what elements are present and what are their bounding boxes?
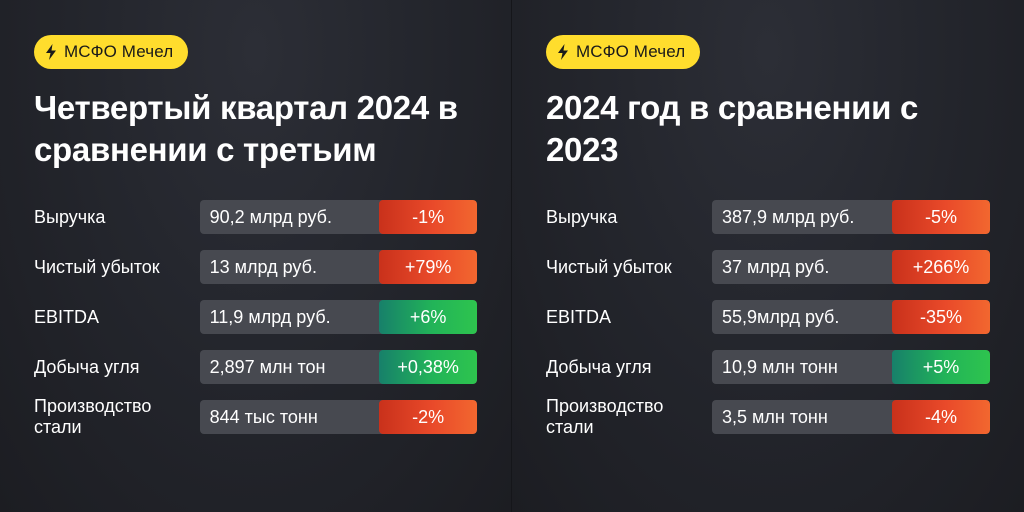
metric-value-box: 3,5 млн тонн -4% bbox=[712, 400, 990, 434]
metric-label-line-1: Производство bbox=[546, 396, 664, 416]
metric-row-revenue: Выручка 387,9 млрд руб. -5% bbox=[546, 200, 990, 234]
metric-label-line-2: стали bbox=[34, 417, 82, 437]
metric-change-badge: +5% bbox=[892, 350, 990, 384]
badge-msfo-mechel: МСФО Мечел bbox=[546, 35, 701, 69]
metric-change-badge: -5% bbox=[892, 200, 990, 234]
metric-row-steel-production: Производство стали 3,5 млн тонн -4% bbox=[546, 396, 990, 438]
metric-label: EBITDA bbox=[546, 306, 612, 327]
metrics-table: Выручка 387,9 млрд руб. -5% Чистый убыто… bbox=[546, 200, 990, 438]
metric-row-ebitda: EBITDA 55,9млрд руб. -35% bbox=[546, 300, 990, 334]
metric-value: 2,897 млн тон bbox=[209, 357, 326, 377]
right-panel-2024-vs-2023: МСФО Мечел 2024 год в сравнении с 2023 В… bbox=[512, 0, 1024, 512]
metric-label: Чистый убыток bbox=[34, 256, 160, 277]
metric-row-coal-output: Добыча угля 2,897 млн тон +0,38% bbox=[34, 350, 477, 384]
title-line-1: 2024 год в сравнении с bbox=[546, 89, 919, 126]
metric-value: 55,9млрд руб. bbox=[722, 307, 840, 327]
lightning-bolt-icon bbox=[558, 44, 568, 60]
metric-label: Чистый убыток bbox=[546, 256, 672, 277]
metric-value: 3,5 млн тонн bbox=[722, 407, 828, 427]
metric-value-box: 55,9млрд руб. -35% bbox=[712, 300, 990, 334]
metric-change-badge: +266% bbox=[892, 250, 990, 284]
metric-value-box: 90,2 млрд руб. -1% bbox=[199, 200, 477, 234]
metric-change-badge: -2% bbox=[379, 400, 477, 434]
metric-value-box: 11,9 млрд руб. +6% bbox=[199, 300, 477, 334]
panel-title: 2024 год в сравнении с 2023 bbox=[546, 87, 996, 171]
metric-value-box: 10,9 млн тонн +5% bbox=[712, 350, 990, 384]
metric-value-box: 13 млрд руб. +79% bbox=[199, 250, 477, 284]
metric-change-badge: -4% bbox=[892, 400, 990, 434]
metric-row-steel-production: Производство стали 844 тыс тонн -2% bbox=[34, 396, 477, 438]
metric-label: Добыча угля bbox=[34, 356, 140, 377]
badge-msfo-mechel: МСФО Мечел bbox=[34, 35, 189, 69]
metric-label: Производство стали bbox=[34, 396, 200, 438]
metric-value: 37 млрд руб. bbox=[722, 257, 830, 277]
metric-value-box: 37 млрд руб. +266% bbox=[712, 250, 990, 284]
metric-label: Добыча угля bbox=[546, 356, 652, 377]
metric-change-badge: +0,38% bbox=[379, 350, 477, 384]
metric-label: Выручка bbox=[546, 206, 618, 227]
metric-label-line-1: Производство bbox=[34, 396, 152, 416]
panel-title: Четвертый квартал 2024 в сравнении с тре… bbox=[34, 87, 484, 171]
metric-row-coal-output: Добыча угля 10,9 млн тонн +5% bbox=[546, 350, 990, 384]
metric-label: EBITDA bbox=[34, 306, 100, 327]
metric-change-badge: +6% bbox=[379, 300, 477, 334]
metric-value: 13 млрд руб. bbox=[209, 257, 317, 277]
metric-change-badge: -1% bbox=[379, 200, 477, 234]
metric-value: 844 тыс тонн bbox=[209, 407, 318, 427]
metric-change-badge: -35% bbox=[892, 300, 990, 334]
panel-divider bbox=[511, 0, 512, 512]
metric-value: 11,9 млрд руб. bbox=[209, 307, 331, 327]
metric-value: 90,2 млрд руб. bbox=[209, 207, 332, 227]
title-line-1: Четвертый квартал 2024 в bbox=[34, 89, 458, 126]
badge-label: МСФО Мечел bbox=[576, 42, 686, 61]
metric-row-ebitda: EBITDA 11,9 млрд руб. +6% bbox=[34, 300, 477, 334]
metric-row-net-loss: Чистый убыток 13 млрд руб. +79% bbox=[34, 250, 477, 284]
metric-row-net-loss: Чистый убыток 37 млрд руб. +266% bbox=[546, 250, 990, 284]
metric-change-badge: +79% bbox=[379, 250, 477, 284]
title-line-2: 2023 bbox=[546, 131, 619, 168]
badge-label: МСФО Мечел bbox=[64, 42, 174, 61]
metric-label: Выручка bbox=[34, 206, 106, 227]
lightning-bolt-icon bbox=[46, 44, 56, 60]
title-line-2: сравнении с третьим bbox=[34, 131, 377, 168]
metric-value-box: 2,897 млн тон +0,38% bbox=[199, 350, 477, 384]
metric-value: 387,9 млрд руб. bbox=[722, 207, 855, 227]
metric-value-box: 844 тыс тонн -2% bbox=[199, 400, 477, 434]
metrics-table: Выручка 90,2 млрд руб. -1% Чистый убыток… bbox=[34, 200, 477, 438]
metric-value-box: 387,9 млрд руб. -5% bbox=[712, 200, 990, 234]
metric-label: Производство стали bbox=[546, 396, 712, 438]
left-panel-q4-vs-q3: МСФО Мечел Четвертый квартал 2024 в срав… bbox=[0, 0, 511, 512]
metric-value: 10,9 млн тонн bbox=[722, 357, 838, 377]
metric-label-line-2: стали bbox=[546, 417, 594, 437]
metric-row-revenue: Выручка 90,2 млрд руб. -1% bbox=[34, 200, 477, 234]
